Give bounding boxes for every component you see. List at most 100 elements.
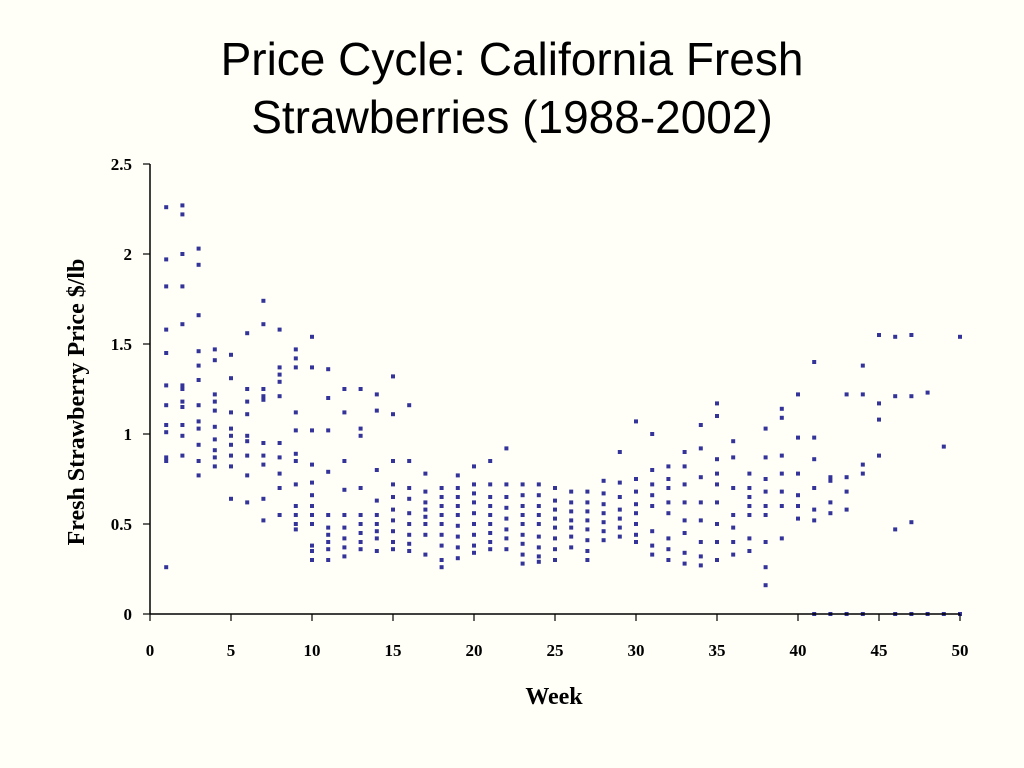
data-point <box>715 471 719 476</box>
data-point <box>164 565 169 570</box>
data-point <box>682 464 687 469</box>
data-point <box>601 520 606 525</box>
data-point <box>472 522 476 526</box>
data-point <box>277 441 282 445</box>
data-point <box>245 399 250 404</box>
data-point <box>326 558 331 562</box>
data-point <box>731 552 736 557</box>
data-point <box>293 459 298 463</box>
data-point <box>569 545 574 550</box>
data-point <box>261 387 266 391</box>
data-point <box>407 522 412 526</box>
data-point <box>358 540 363 544</box>
data-point <box>391 459 395 463</box>
data-point <box>715 414 719 418</box>
data-point <box>715 401 719 406</box>
data-point <box>553 498 557 503</box>
data-point <box>958 334 962 339</box>
data-point <box>650 432 655 436</box>
data-point <box>407 511 412 516</box>
data-point <box>310 334 314 339</box>
data-point <box>261 322 266 327</box>
data-point <box>293 428 298 433</box>
x-tick-label: 50 <box>952 641 969 660</box>
axes: 0 5 10 15 20 25 30 35 40 45 50 0 0.5 1 1.5 2 2.5 <box>111 155 969 660</box>
data-point <box>374 408 379 413</box>
data-point <box>617 480 622 485</box>
data-point <box>828 478 833 483</box>
data-point <box>536 513 541 517</box>
data-point <box>666 536 671 541</box>
data-point <box>779 504 784 508</box>
data-point <box>536 554 541 559</box>
data-point <box>666 500 671 505</box>
data-point <box>229 426 233 431</box>
data-point <box>455 523 460 528</box>
data-point <box>585 500 590 505</box>
data-point <box>407 549 412 553</box>
data-point <box>164 459 169 463</box>
data-point <box>212 408 217 413</box>
data-point <box>245 433 250 438</box>
data-point <box>569 500 574 505</box>
data-point <box>245 473 250 478</box>
data-point <box>796 516 800 521</box>
data-point <box>812 507 817 512</box>
data-point <box>488 531 493 535</box>
data-point <box>374 392 379 397</box>
data-point <box>536 559 541 564</box>
data-point <box>796 435 800 440</box>
data-point <box>779 471 784 476</box>
data-point <box>277 486 282 490</box>
data-point <box>763 489 768 494</box>
data-point <box>650 482 655 487</box>
data-point <box>472 532 476 537</box>
data-point <box>293 410 298 415</box>
data-point <box>553 547 557 552</box>
data-point <box>229 433 233 438</box>
data-point <box>277 327 282 332</box>
data-point <box>731 513 736 517</box>
data-point <box>277 513 282 517</box>
data-point <box>423 471 428 476</box>
data-point <box>439 532 444 537</box>
data-point <box>617 450 622 454</box>
data-point <box>844 392 849 397</box>
data-point <box>698 563 703 568</box>
data-point <box>342 387 347 391</box>
data-point <box>585 527 590 532</box>
data-point <box>455 556 460 561</box>
data-point <box>358 387 363 391</box>
data-point <box>877 333 881 337</box>
data-point <box>763 513 768 517</box>
data-point <box>763 426 768 431</box>
data-point <box>277 365 282 370</box>
data-point <box>569 525 574 530</box>
data-point <box>763 455 768 460</box>
data-point <box>245 439 250 444</box>
data-point <box>310 365 314 370</box>
data-point <box>180 383 185 388</box>
data-point <box>261 441 266 445</box>
data-point <box>569 534 574 539</box>
data-point <box>812 486 817 490</box>
data-point <box>488 522 493 526</box>
data-point <box>326 469 331 474</box>
data-point <box>212 358 217 363</box>
data-point <box>310 513 314 517</box>
data-point <box>196 426 201 431</box>
data-point <box>164 430 169 435</box>
data-point <box>212 437 217 442</box>
data-point <box>715 522 719 526</box>
data-point <box>634 477 638 481</box>
data-point <box>634 489 638 494</box>
x-axis-title: Week <box>525 684 583 710</box>
data-point <box>310 428 314 433</box>
data-point <box>293 365 298 370</box>
data-point <box>650 468 655 472</box>
data-point <box>261 394 266 399</box>
data-point <box>925 390 930 395</box>
data-point <box>391 518 395 523</box>
data-point <box>229 376 233 381</box>
data-point <box>196 313 201 318</box>
